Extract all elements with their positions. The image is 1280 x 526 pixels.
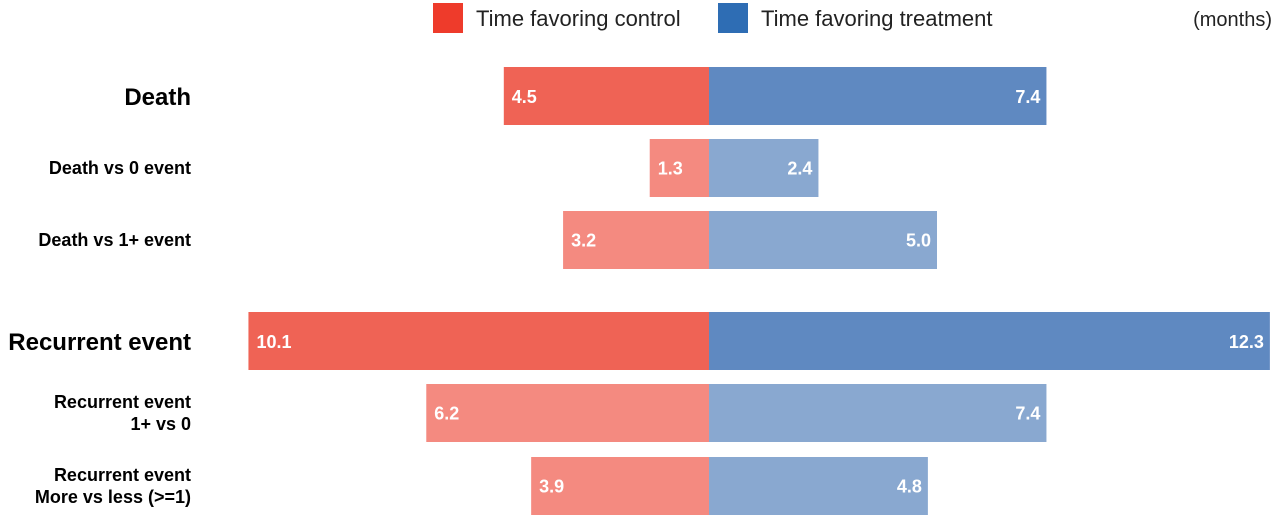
- bar-control: [531, 457, 709, 515]
- category-label: Recurrent event: [54, 465, 191, 485]
- value-label-treatment: 4.8: [897, 476, 922, 496]
- value-label-control: 1.3: [658, 158, 683, 178]
- bar-control: [563, 211, 709, 269]
- unit-label: (months): [1193, 9, 1272, 31]
- legend-swatch-control: [433, 3, 463, 33]
- category-label: 1+ vs 0: [130, 414, 191, 434]
- bar-treatment: [709, 211, 937, 269]
- value-label-treatment: 7.4: [1015, 403, 1040, 423]
- value-label-control: 3.9: [539, 476, 564, 496]
- value-label-treatment: 5.0: [906, 230, 931, 250]
- bar-treatment: [709, 139, 819, 197]
- value-label-treatment: 2.4: [787, 158, 812, 178]
- legend-label-treatment: Time favoring treatment: [761, 6, 993, 31]
- bar-control: [649, 139, 709, 197]
- category-label: Death vs 0 event: [49, 158, 191, 178]
- category-label: Recurrent event: [54, 392, 191, 412]
- bar-control: [248, 312, 709, 370]
- value-label-control: 10.1: [256, 332, 291, 352]
- value-label-control: 6.2: [434, 403, 459, 423]
- legend-swatch-treatment: [718, 3, 748, 33]
- legend-label-control: Time favoring control: [476, 6, 681, 31]
- bar-treatment: [709, 312, 1270, 370]
- bar-treatment: [709, 67, 1047, 125]
- legend: Time favoring control Time favoring trea…: [433, 3, 993, 33]
- category-label: Recurrent event: [8, 329, 191, 356]
- category-labels-layer: Death Death vs 0 event Death vs 1+ event Re…: [8, 84, 191, 507]
- value-label-control: 3.2: [571, 230, 596, 250]
- bars-layer: 4.5 7.4 1.3 2.4 3.2 5.0 10.1 12.3 6.2 7.4 3.9 4.8: [248, 67, 1270, 515]
- bar-control: [503, 67, 709, 125]
- category-label: More vs less (>=1): [35, 487, 191, 507]
- bar-control: [426, 384, 709, 442]
- value-label-treatment: 7.4: [1015, 87, 1040, 107]
- value-label-control: 4.5: [512, 87, 537, 107]
- value-label-treatment: 12.3: [1229, 332, 1264, 352]
- bar-treatment: [709, 384, 1047, 442]
- category-label: Death: [124, 84, 191, 111]
- category-label: Death vs 1+ event: [38, 230, 191, 250]
- bar-treatment: [709, 457, 928, 515]
